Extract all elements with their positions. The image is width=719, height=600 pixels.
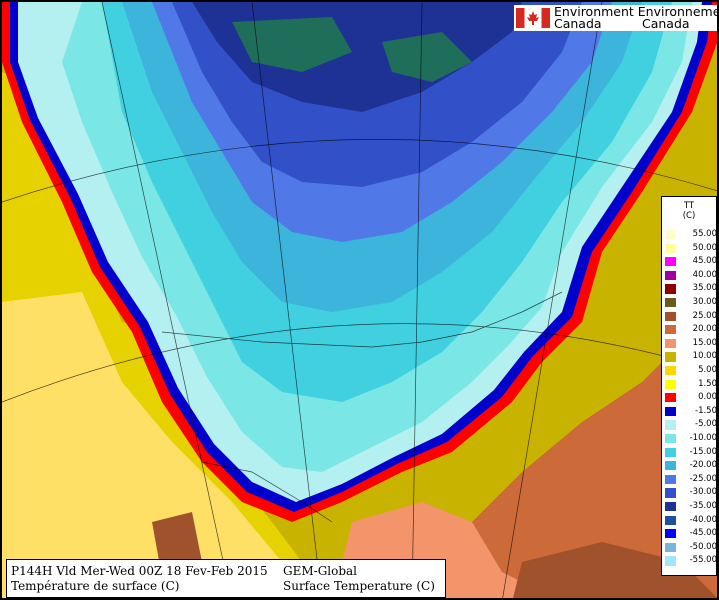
legend-label: -45.00: [689, 528, 717, 539]
flag-maple-leaf: [527, 11, 539, 25]
legend-label: 10.00: [692, 351, 717, 362]
legend-swatch: [665, 556, 676, 566]
legend-label: 30.00: [692, 297, 717, 307]
caption-model: GEM-Global: [283, 564, 358, 578]
legend-label: -55.00: [689, 555, 717, 566]
atlantic-warm-zone: [443, 237, 717, 598]
legend-swatch: [665, 474, 676, 484]
legend-swatch: [665, 393, 676, 403]
legend-label: 0.00: [698, 392, 717, 403]
legend-swatch: [665, 366, 676, 376]
legend-swatch: [665, 338, 676, 348]
arctic-islands-zone: [232, 17, 352, 72]
legend-label: -5.00: [695, 419, 717, 430]
graticule-line: [411, 2, 423, 598]
legend-swatch: [665, 542, 676, 552]
legend-swatch: [665, 311, 676, 321]
legend-swatch: [665, 529, 676, 539]
graticule-line: [2, 139, 717, 203]
legend-label: 15.00: [692, 337, 717, 348]
legend-swatch: [665, 257, 676, 267]
legend-label: -30.00: [689, 487, 717, 498]
graticule-line: [101, 2, 232, 598]
legend-swatch: [665, 447, 676, 457]
legend-label: 1.50: [698, 378, 717, 389]
logo-line-2-en: Canada: [554, 16, 602, 31]
legend-label: -50.00: [689, 541, 717, 552]
legend-swatch: [665, 434, 676, 444]
legend-swatch: [665, 284, 676, 294]
legend-swatch: [665, 488, 676, 498]
legend-label: -20.00: [689, 460, 717, 471]
pacific-mild-zone: [2, 292, 282, 598]
legend-swatch: [665, 352, 676, 362]
legend-label: -15.00: [689, 446, 717, 457]
legend-swatch: [665, 298, 676, 308]
legend-label: 50.00: [692, 242, 717, 253]
legend-swatch: [665, 406, 676, 416]
legend-label: -1.50: [695, 405, 717, 416]
legend-label: -25.00: [689, 473, 717, 484]
legend-swatch: [665, 461, 676, 471]
arctic-islands-zone-east: [382, 32, 472, 82]
caption-variable-fr: Température de surface (C): [11, 579, 180, 593]
legend-swatch: [665, 420, 676, 430]
legend-swatch: [665, 379, 676, 389]
legend-swatch: [665, 502, 676, 512]
legend-variable: TT: [683, 201, 695, 211]
graticule-line: [2, 323, 717, 403]
legend-label: 45.00: [692, 256, 717, 267]
us-canada-border: [161, 291, 563, 348]
legend-label: 35.00: [692, 283, 717, 294]
legend-swatch: [665, 515, 676, 525]
legend-label: 20.00: [692, 324, 717, 335]
logo-line-1: Environment Environnement: [554, 4, 719, 19]
legend-label: -35.00: [689, 501, 717, 511]
legend-swatch: [665, 230, 676, 240]
logo-line-2-fr: Canada: [642, 16, 690, 31]
graticule-line: [502, 2, 603, 598]
legend-label: -10.00: [689, 433, 717, 443]
environment-canada-logo: Environment Environnement Canada Canada: [514, 4, 719, 31]
color-legend: TT (C) 55.00 50.00 45.00 40.00 35.00 30.00 25.…: [661, 196, 717, 576]
map-caption: P144H Vld Mer-Wed 00Z 18 Fev-Feb 2015 GE…: [6, 559, 446, 598]
legend-swatch: [665, 325, 676, 335]
legend-label: 25.00: [692, 310, 717, 321]
caribbean-hot-zone: [513, 542, 717, 598]
legend-swatch: [665, 243, 676, 253]
legend-label: 5.00: [698, 365, 717, 375]
legend-unit: (C): [682, 211, 696, 221]
flag-red-left: [516, 8, 525, 28]
graticule-line: [251, 2, 322, 598]
caption-validity: P144H Vld Mer-Wed 00Z 18 Fev-Feb 2015: [11, 564, 268, 578]
legend-label: -40.00: [689, 514, 717, 525]
legend-label: 40.00: [692, 269, 717, 280]
canada-flag-icon: [516, 8, 550, 28]
flag-red-right: [541, 8, 550, 28]
us-mexico-border: [201, 461, 333, 523]
legend-label: 55.00: [692, 229, 717, 239]
legend-swatch: [665, 270, 676, 280]
caption-variable-en: Surface Temperature (C): [283, 579, 435, 593]
